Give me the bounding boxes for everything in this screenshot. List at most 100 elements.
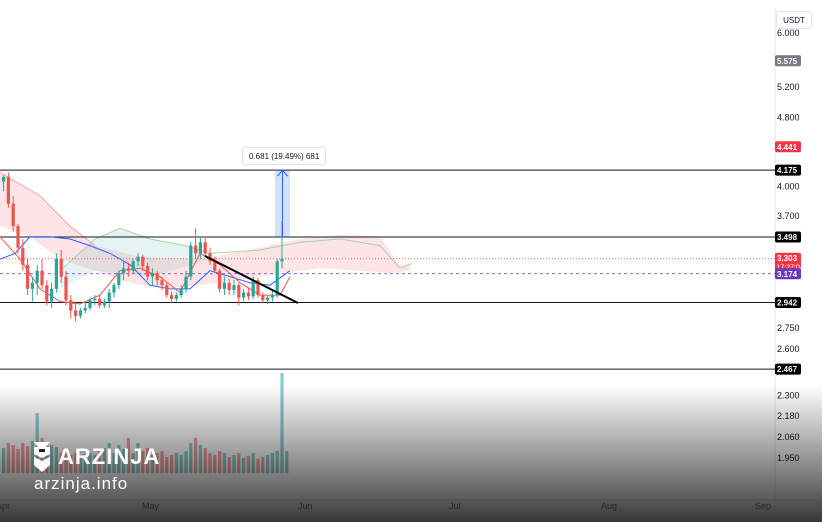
time-axis[interactable]: Apr May Jun Jul Aug Sep	[0, 501, 771, 511]
candle-body	[59, 259, 63, 277]
volume-bar	[256, 459, 260, 473]
volume-bar	[179, 455, 183, 473]
candle-body	[64, 276, 68, 301]
candle-body	[126, 268, 130, 271]
volume-bar	[184, 451, 188, 473]
price-badge-label: 3.174	[777, 270, 798, 279]
candle-body	[16, 226, 20, 248]
candle-body	[266, 297, 270, 301]
volume-bar	[261, 457, 265, 473]
measure-arrow-head	[277, 169, 288, 177]
candle-body	[131, 261, 135, 271]
candle-body	[107, 292, 111, 302]
candle-body	[112, 285, 116, 293]
price-badge-label: 2.467	[777, 365, 798, 374]
volume-bar	[194, 438, 198, 473]
currency-label[interactable]: USDT	[776, 11, 812, 29]
cloud-span-a	[59, 227, 413, 272]
base-line	[0, 236, 291, 290]
candle-body	[6, 176, 10, 204]
watermark-brand-text: ARZINJA	[58, 444, 161, 469]
candle-body	[165, 285, 169, 296]
volume-bar	[242, 458, 246, 473]
price-axis[interactable]: 6.000 5.200 4.800 4.000 3.700 2.750 2.600 2.300…	[777, 28, 800, 463]
candle-body	[227, 282, 231, 291]
watermark-site-text: arzinja.info	[34, 474, 129, 493]
candle-body	[270, 295, 274, 298]
volume-bar	[21, 443, 25, 473]
candle-body	[179, 288, 183, 296]
price-badge-label: 5.575	[777, 57, 798, 66]
candle-body	[184, 276, 188, 289]
cloud-bearish	[0, 172, 410, 289]
y-tick-label: 2.300	[777, 391, 800, 401]
candle-body	[218, 270, 222, 289]
volume-bar	[16, 449, 20, 473]
candle-body	[83, 307, 87, 311]
y-tick-label: 6.000	[777, 28, 800, 38]
horizontal-levels	[0, 169, 775, 370]
measure-tool-label: 0.681 (19.49%) 681	[242, 147, 327, 165]
y-tick-label: 4.800	[777, 112, 800, 122]
arzinja-logo-icon	[34, 442, 50, 472]
price-badges: 5.575 4.441 4.175 3.498 3.303 17:27:043.174 2.…	[775, 55, 804, 375]
price-badge	[775, 141, 801, 153]
candle-body	[208, 253, 212, 262]
candle-body	[93, 298, 97, 301]
candle-body	[30, 282, 34, 289]
candle-body	[222, 282, 226, 289]
countdown-label: 17:27:04	[777, 265, 804, 272]
candle-body	[122, 268, 126, 274]
cloud-span-b	[0, 171, 96, 246]
candle-body	[74, 310, 78, 316]
volume-bar	[285, 451, 289, 473]
candle-body	[251, 280, 255, 297]
candle-body	[155, 273, 159, 281]
y-tick-label: 1.950	[777, 453, 800, 463]
candle-body	[280, 258, 284, 262]
watermark-logo: ARZINJA	[30, 440, 160, 474]
volume-bar	[208, 453, 212, 473]
price-badge	[775, 55, 801, 67]
candle-body	[50, 288, 54, 302]
x-tick-label: Sep	[755, 501, 771, 511]
x-tick-label: Apr	[0, 501, 10, 511]
candle-body	[21, 247, 25, 265]
candle-body	[198, 242, 202, 254]
candle-body	[98, 298, 102, 306]
price-badge	[775, 252, 801, 273]
candle-body	[174, 295, 178, 299]
candle-body	[237, 285, 241, 298]
volume-bar	[280, 373, 284, 473]
volume-bar	[275, 451, 279, 473]
volume-bar	[198, 445, 202, 473]
price-badge-label: 2.942	[777, 298, 798, 307]
volume-bar	[170, 455, 174, 473]
candle-body	[88, 300, 92, 308]
candle-body	[141, 256, 145, 267]
y-tick-label: 2.750	[777, 323, 800, 333]
y-tick-label: 5.200	[777, 82, 800, 92]
candle-body	[213, 261, 217, 271]
candle-body	[2, 176, 6, 182]
candle-body	[54, 259, 58, 289]
y-tick-label: 2.060	[777, 432, 800, 442]
volume-bar	[251, 453, 255, 473]
candle-body	[232, 285, 236, 291]
candle-body	[246, 292, 250, 297]
y-tick-label: 2.180	[777, 411, 800, 421]
x-tick-label: Jul	[449, 501, 461, 511]
candle-body	[45, 285, 49, 302]
candle-body	[242, 292, 246, 298]
volume-bar	[266, 455, 270, 473]
candle-body	[117, 273, 121, 286]
price-badge	[775, 296, 801, 308]
volume-bar	[189, 443, 193, 473]
volume-bar	[227, 457, 231, 473]
volume-bar	[6, 443, 10, 473]
candle-body	[150, 273, 154, 277]
candle-body	[261, 295, 265, 301]
candle-body	[194, 245, 198, 254]
volume-bar	[218, 451, 222, 473]
candle-body	[26, 264, 30, 289]
